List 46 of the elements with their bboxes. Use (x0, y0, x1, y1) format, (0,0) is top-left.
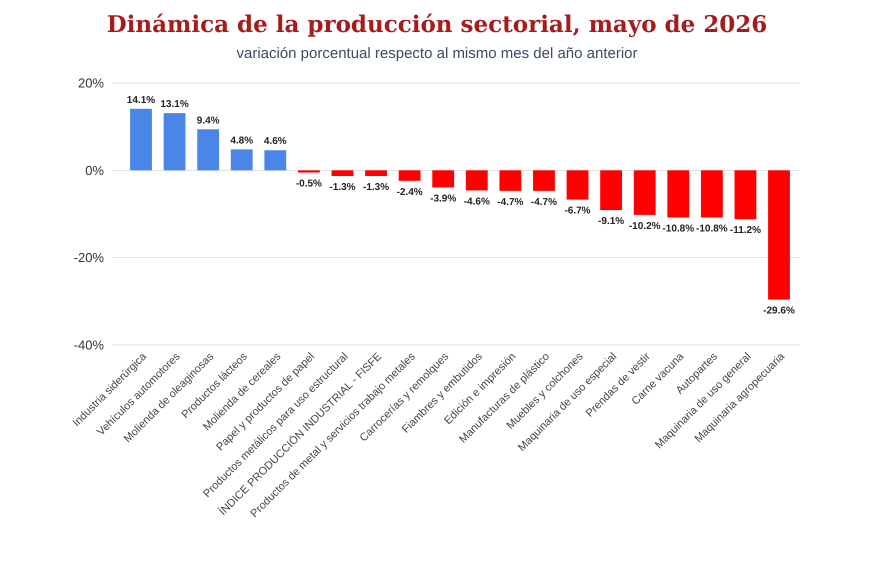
bar (734, 170, 756, 220)
bar (130, 108, 152, 170)
y-tick-label: 20% (78, 76, 104, 91)
chart-subtitle: variación porcentual respecto al mismo mes del año anterior (236, 45, 638, 62)
data-label: -0.5% (296, 178, 322, 190)
data-label: 4.8% (230, 135, 254, 146)
bar (566, 170, 588, 200)
data-label: 13.1% (160, 99, 189, 110)
bar (332, 170, 354, 176)
bar (499, 170, 522, 191)
data-label: -10.8% (662, 223, 694, 234)
data-label: 9.4% (196, 115, 220, 126)
data-label: -2.4% (396, 186, 423, 198)
bar (264, 150, 286, 170)
data-label: 4.6% (264, 136, 287, 148)
data-label: 14.1% (126, 94, 156, 106)
bar (432, 170, 454, 188)
data-label: -1.3% (362, 182, 390, 194)
data-label: -3.9% (430, 193, 456, 204)
data-label: -10.8% (696, 223, 728, 234)
data-label: -4.7% (530, 196, 558, 208)
data-label: -9.1% (598, 216, 624, 228)
bar (230, 149, 253, 170)
bar (398, 170, 421, 181)
bar (466, 170, 488, 190)
data-label: -10.2% (628, 220, 661, 232)
bar (365, 170, 387, 176)
bar (533, 170, 555, 191)
data-label: -4.6% (464, 196, 490, 208)
bar (667, 170, 690, 218)
bar (700, 170, 723, 218)
y-tick-label: -20% (74, 250, 104, 266)
y-tick-label: 0% (85, 162, 104, 178)
data-label: -11.2% (730, 225, 762, 236)
bar (164, 113, 186, 170)
data-label: -1.3% (329, 182, 356, 194)
chart-title: Dinámica de la producción sectorial, mayo de 2026 (106, 11, 768, 38)
bar (197, 129, 220, 170)
bar (768, 170, 790, 300)
data-label: -4.7% (497, 196, 524, 208)
data-label: -29.6% (763, 306, 795, 317)
y-tick-label: -40% (74, 338, 104, 353)
bar (298, 170, 320, 173)
data-label: -6.7% (564, 206, 591, 217)
bar (600, 170, 622, 210)
bar (634, 170, 656, 215)
